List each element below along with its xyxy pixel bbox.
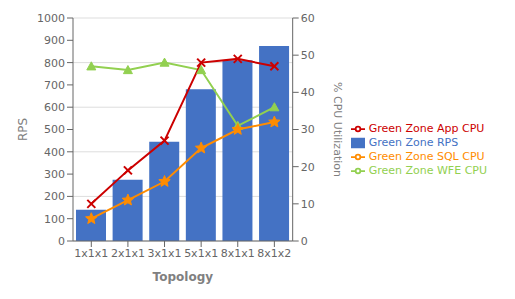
html-text:Green Zone RPS: Green Zone RPS — [368, 135, 459, 149]
svg-text:3x1x1: 3x1x1 — [148, 247, 182, 260]
svg-text:8x1x1: 8x1x1 — [221, 247, 255, 260]
svg-text:8x1x2: 8x1x2 — [257, 247, 291, 260]
svg-text:1x1x1: 1x1x1 — [74, 247, 108, 260]
svg-text:5x1x1: 5x1x1 — [184, 247, 218, 260]
svg-text:50: 50 — [301, 49, 315, 62]
svg-text:100: 100 — [44, 213, 65, 226]
svg-text:Topology: Topology — [153, 270, 214, 284]
svg-text:900: 900 — [44, 34, 65, 47]
svg-text:RPS: RPS — [16, 118, 30, 141]
svg-text:700: 700 — [44, 79, 65, 92]
svg-text:500: 500 — [44, 123, 65, 136]
html-text:Green Zone SQL CPU: Green Zone SQL CPU — [368, 149, 485, 163]
svg-text:0: 0 — [301, 235, 308, 248]
svg-text:10: 10 — [301, 198, 315, 211]
svg-text:0: 0 — [58, 235, 65, 248]
svg-text:60: 60 — [301, 12, 315, 25]
svg-text:1000: 1000 — [37, 12, 65, 25]
svg-text:200: 200 — [44, 190, 65, 203]
svg-text:300: 300 — [44, 168, 65, 181]
svg-text:20: 20 — [301, 161, 315, 174]
svg-text:40: 40 — [301, 86, 315, 99]
html-text:Green Zone WFE CPU: Green Zone WFE CPU — [368, 163, 487, 177]
svg-text:2x1x1: 2x1x1 — [111, 247, 145, 260]
html-text:Green Zone App CPU: Green Zone App CPU — [368, 121, 485, 135]
svg-text:30: 30 — [301, 123, 315, 136]
svg-text:% CPU Utilization: % CPU Utilization — [331, 82, 344, 177]
svg-text:600: 600 — [44, 101, 65, 114]
svg-text:400: 400 — [44, 146, 65, 159]
svg-text:800: 800 — [44, 57, 65, 70]
